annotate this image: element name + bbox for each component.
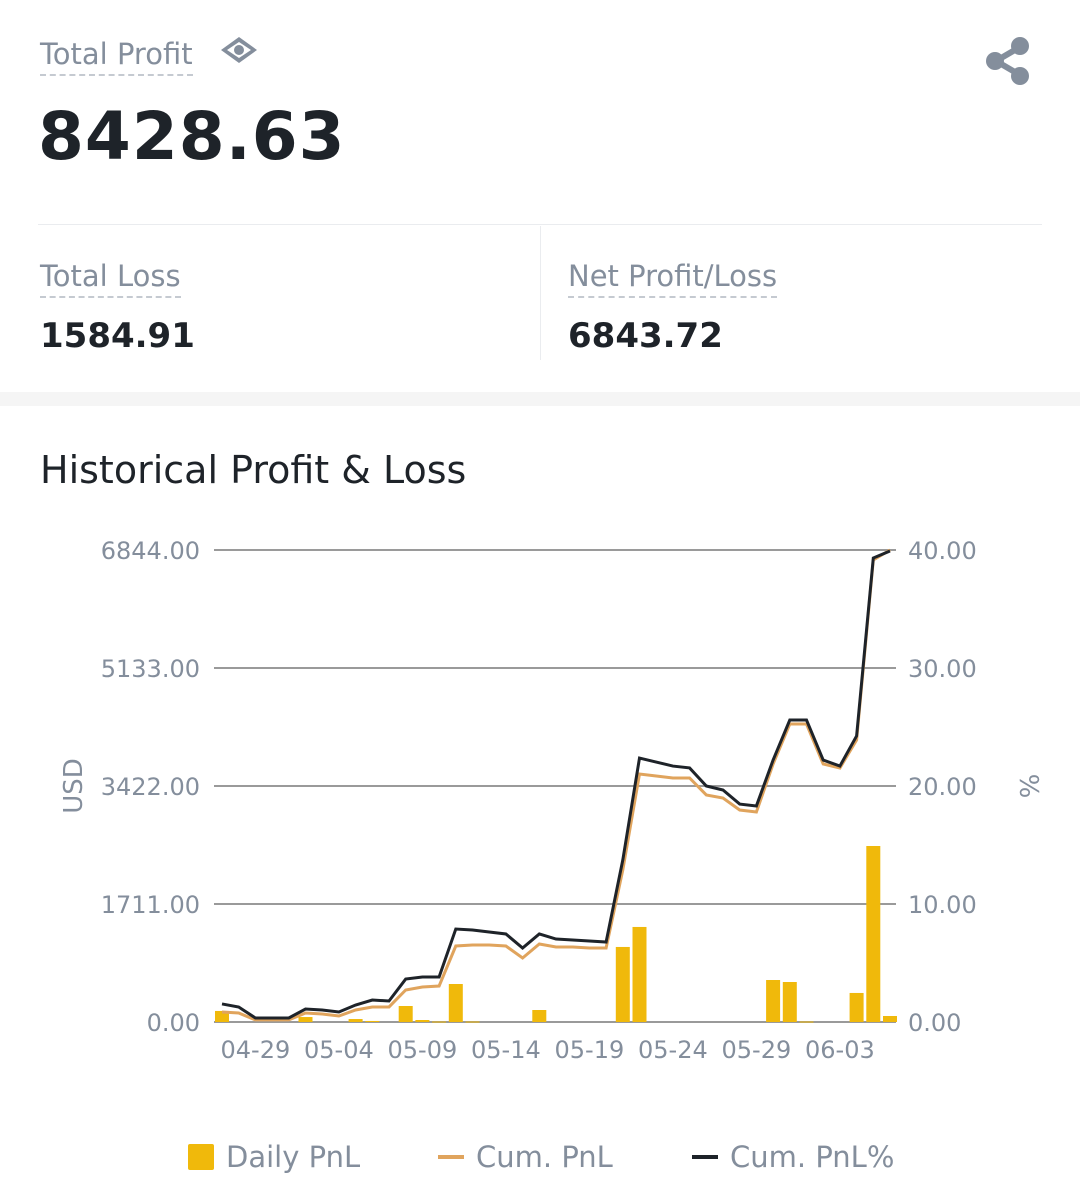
daily-pnl-bar[interactable]: [532, 1010, 547, 1022]
y-axis-label: USD: [59, 758, 89, 814]
y-tick-label: 6844.00: [101, 537, 200, 565]
y2-tick-label: 30.00: [908, 655, 977, 683]
net-profit-loss-value: 6843.72: [568, 316, 723, 356]
line-swatch-icon: [692, 1155, 718, 1159]
daily-pnl-bar[interactable]: [866, 846, 881, 1022]
x-tick-label: 05-09: [388, 1036, 458, 1064]
y2-tick-label: 0.00: [908, 1009, 961, 1037]
daily-pnl-bar[interactable]: [298, 1017, 313, 1022]
total-profit-label[interactable]: Total Profit: [40, 36, 193, 76]
y-tick-label: 0.00: [147, 1009, 200, 1037]
daily-pnl-bar[interactable]: [415, 1020, 430, 1022]
daily-pnl-bar[interactable]: [448, 984, 463, 1022]
section-separator: [0, 392, 1080, 406]
x-tick-label: 05-29: [722, 1036, 792, 1064]
legend-label: Cum. PnL: [476, 1140, 613, 1174]
legend-cum-pnl-pct[interactable]: Cum. PnL%: [692, 1140, 894, 1174]
legend-daily-pnl[interactable]: Daily PnL: [188, 1140, 360, 1174]
daily-pnl-bar[interactable]: [348, 1019, 363, 1022]
x-tick-label: 05-14: [471, 1036, 541, 1064]
x-tick-label: 04-29: [221, 1036, 291, 1064]
daily-pnl-bar[interactable]: [615, 946, 630, 1022]
daily-pnl-bar[interactable]: [883, 1016, 897, 1022]
y2-tick-label: 10.00: [908, 891, 977, 919]
divider: [38, 224, 1042, 225]
y-tick-label: 5133.00: [101, 655, 200, 683]
total-loss-value: 1584.91: [40, 316, 195, 356]
daily-pnl-bar[interactable]: [432, 1021, 447, 1023]
x-tick-label: 06-03: [805, 1036, 875, 1064]
x-tick-label: 05-24: [638, 1036, 708, 1064]
daily-pnl-bar[interactable]: [465, 1021, 480, 1023]
y-tick-label: 3422.00: [101, 773, 200, 801]
legend-cum-pnl[interactable]: Cum. PnL: [438, 1140, 613, 1174]
x-tick-label: 05-19: [555, 1036, 625, 1064]
eye-icon[interactable]: [219, 34, 259, 70]
y2-axis-label: %: [1013, 774, 1043, 799]
daily-pnl-bar[interactable]: [632, 926, 647, 1022]
total-loss-label[interactable]: Total Loss: [40, 258, 181, 298]
daily-pnl-bar[interactable]: [849, 992, 864, 1022]
legend-label: Daily PnL: [226, 1140, 361, 1174]
y2-tick-label: 40.00: [908, 537, 977, 565]
bar-swatch-icon: [188, 1144, 214, 1170]
daily-pnl-bar[interactable]: [398, 1006, 413, 1022]
legend-label: Cum. PnL%: [730, 1140, 895, 1174]
line-swatch-icon: [438, 1155, 464, 1159]
cum-pnl-line: [221, 548, 891, 1022]
y-tick-label: 1711.00: [101, 891, 200, 919]
chart-title: Historical Profit & Loss: [40, 448, 467, 492]
total-profit-value: 8428.63: [38, 98, 346, 175]
pnl-chart[interactable]: 0.00 0.00 1711.00 10.00 3422.00 20.00 5133.00 3…: [0, 520, 1080, 1080]
y2-tick-label: 20.00: [908, 773, 977, 801]
daily-pnl-bar[interactable]: [782, 982, 797, 1022]
share-icon[interactable]: [984, 36, 1032, 90]
cum-pnl-pct-line: [221, 549, 891, 1020]
daily-pnl-bar[interactable]: [799, 1021, 814, 1023]
net-profit-loss-label[interactable]: Net Profit/Loss: [568, 258, 778, 298]
daily-pnl-bar[interactable]: [215, 1010, 229, 1022]
x-tick-label: 05-04: [304, 1036, 374, 1064]
divider: [540, 226, 541, 360]
daily-pnl-bar[interactable]: [365, 1020, 380, 1022]
daily-pnl-bar[interactable]: [766, 980, 781, 1022]
